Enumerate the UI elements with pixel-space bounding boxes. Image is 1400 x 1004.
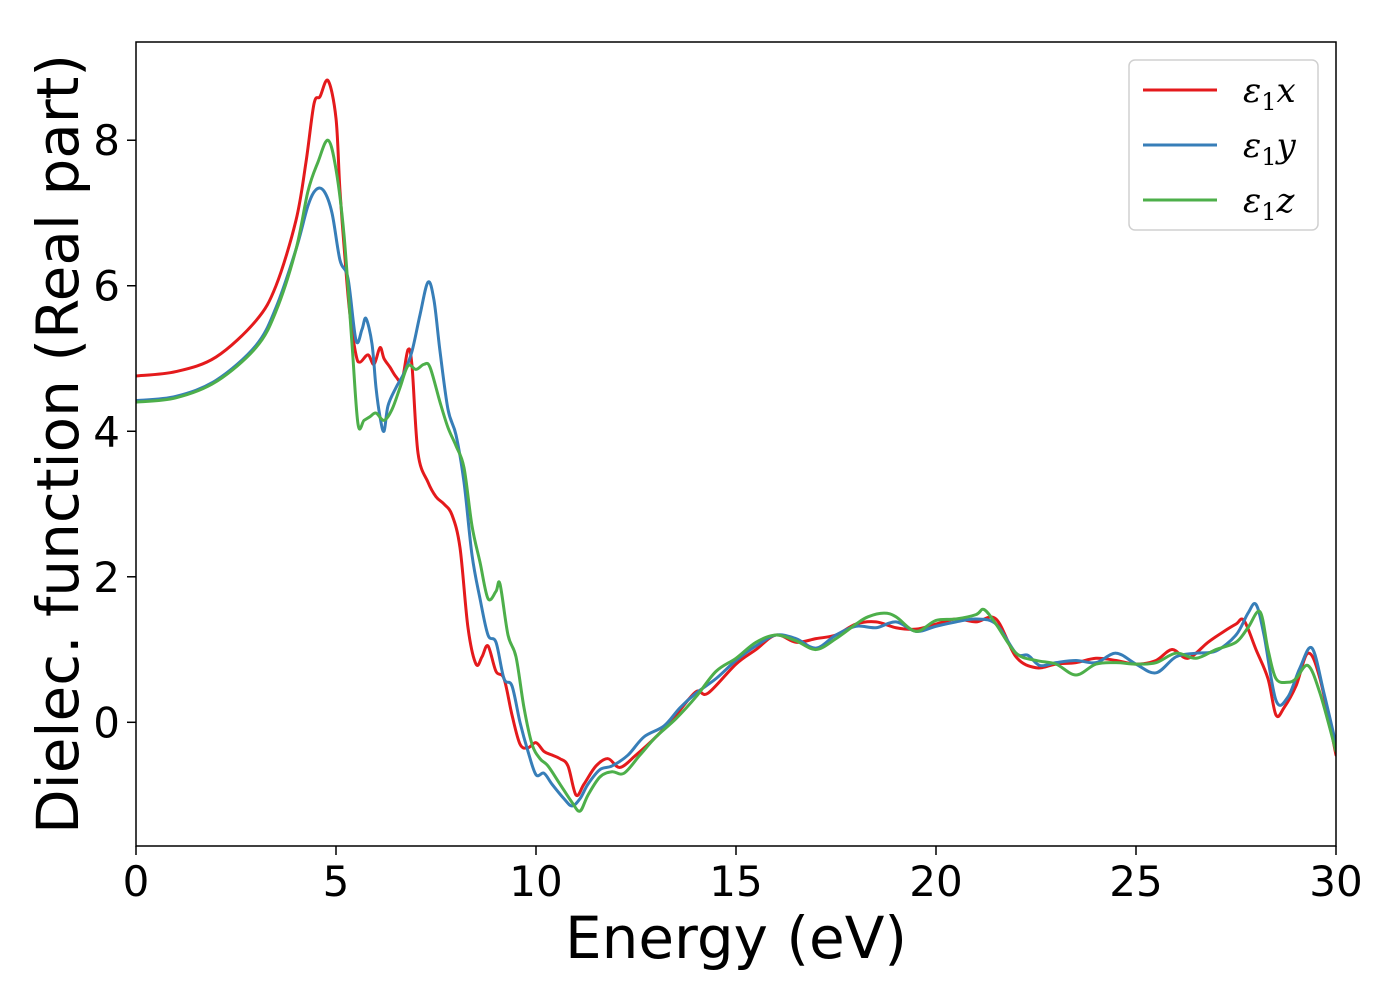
y-tick-label: 6	[93, 262, 120, 311]
x-tick-label: 30	[1309, 857, 1362, 906]
y-tick-label: 4	[93, 407, 120, 456]
series-line-z	[136, 138, 1336, 813]
x-tick-label: 0	[123, 857, 150, 906]
x-tick-label: 20	[909, 857, 962, 906]
y-tick-label: 2	[93, 553, 120, 602]
y-axis-title: Dielec. function (Real part)	[24, 54, 92, 834]
legend: ε1x ε1y ε1z	[1128, 59, 1319, 231]
x-tick-label: 25	[1109, 857, 1162, 906]
series-line-y	[136, 186, 1336, 808]
y-tick-label: 8	[93, 116, 120, 165]
legend-label: ε1z	[1243, 181, 1296, 226]
legend-item-z: ε1z	[1143, 181, 1296, 226]
x-axis-title: Energy (eV)	[565, 904, 907, 972]
x-tick-label: 15	[709, 857, 762, 906]
legend-label: ε1x	[1243, 71, 1296, 116]
x-tick-label: 10	[509, 857, 562, 906]
y-tick-label: 0	[93, 698, 120, 747]
legend-label: ε1y	[1243, 126, 1297, 171]
x-axis: 0 5 10 15 20 25 30	[123, 846, 1363, 906]
series-layer	[136, 78, 1336, 813]
legend-item-y: ε1y	[1143, 126, 1297, 171]
y-axis: 0 2 4 6 8	[93, 116, 136, 747]
x-tick-label: 5	[323, 857, 350, 906]
legend-item-x: ε1x	[1143, 71, 1296, 116]
legend-box	[1128, 59, 1319, 231]
